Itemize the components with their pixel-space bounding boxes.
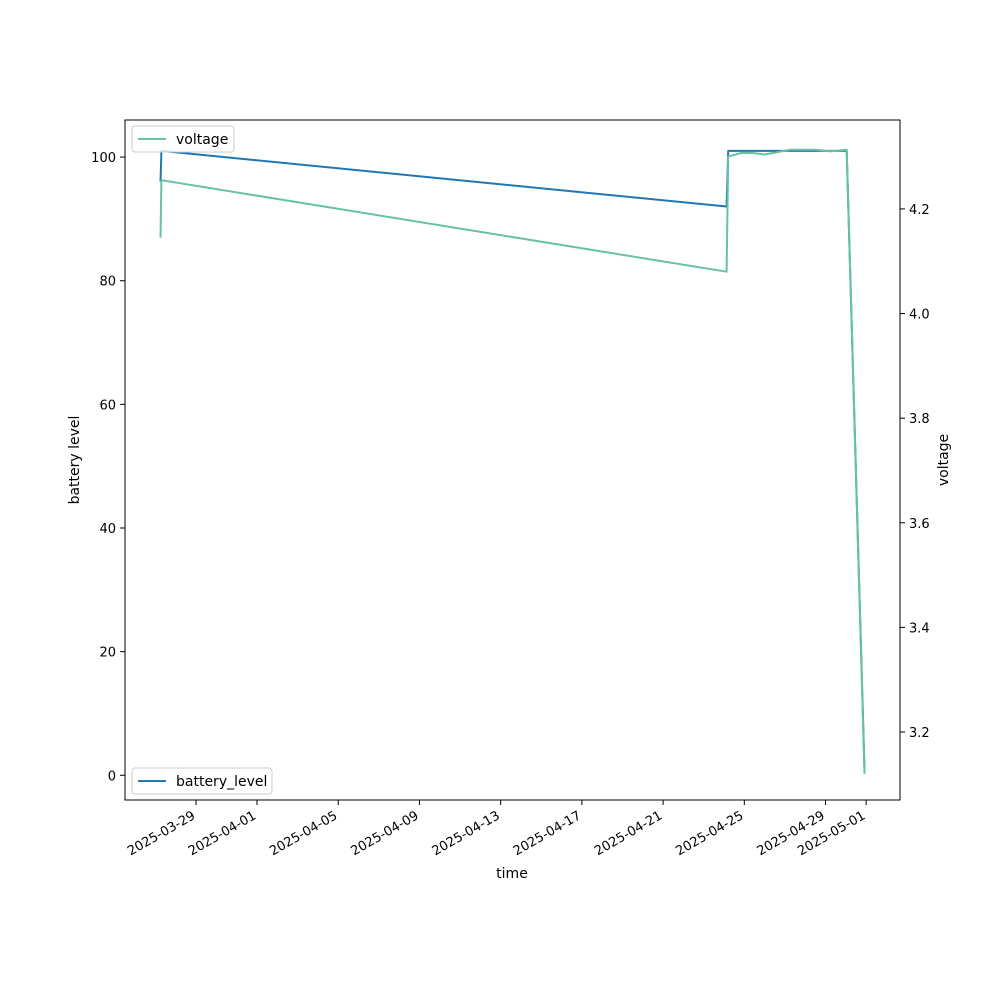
y2-tick-label: 3.6 [909,517,930,532]
y-axis-ticks: 0 20 40 60 80 100 [91,151,125,784]
legend-voltage: voltage [131,125,235,153]
y2-tick-label: 3.8 [909,412,930,427]
y-tick-label: 0 [108,769,116,784]
y-tick-label: 20 [99,646,116,661]
y2-tick-label: 4.0 [909,308,930,323]
y-tick-label: 60 [99,398,116,413]
legend-box [131,767,273,795]
y-tick-label: 80 [99,275,116,290]
y-tick-label: 40 [99,522,116,537]
legend-box [131,125,235,153]
y2-tick-label: 3.2 [909,726,930,741]
y2-tick-label: 3.4 [909,621,930,636]
x-axis-label: time [496,866,528,882]
legend-battery-level: battery_level [131,767,273,795]
y-axis-label: battery level [67,416,83,505]
y-tick-label: 100 [91,151,116,166]
legend-label-voltage: voltage [176,132,228,148]
y2-tick-label: 4.2 [909,203,930,218]
series-line-voltage [159,148,866,774]
plot-frame [124,119,901,801]
y2-axis-ticks: 3.2 3.4 3.6 3.8 4.0 4.2 [900,203,930,741]
legend-label-battery-level: battery_level [176,774,267,790]
y2-axis-label: voltage [936,434,952,486]
